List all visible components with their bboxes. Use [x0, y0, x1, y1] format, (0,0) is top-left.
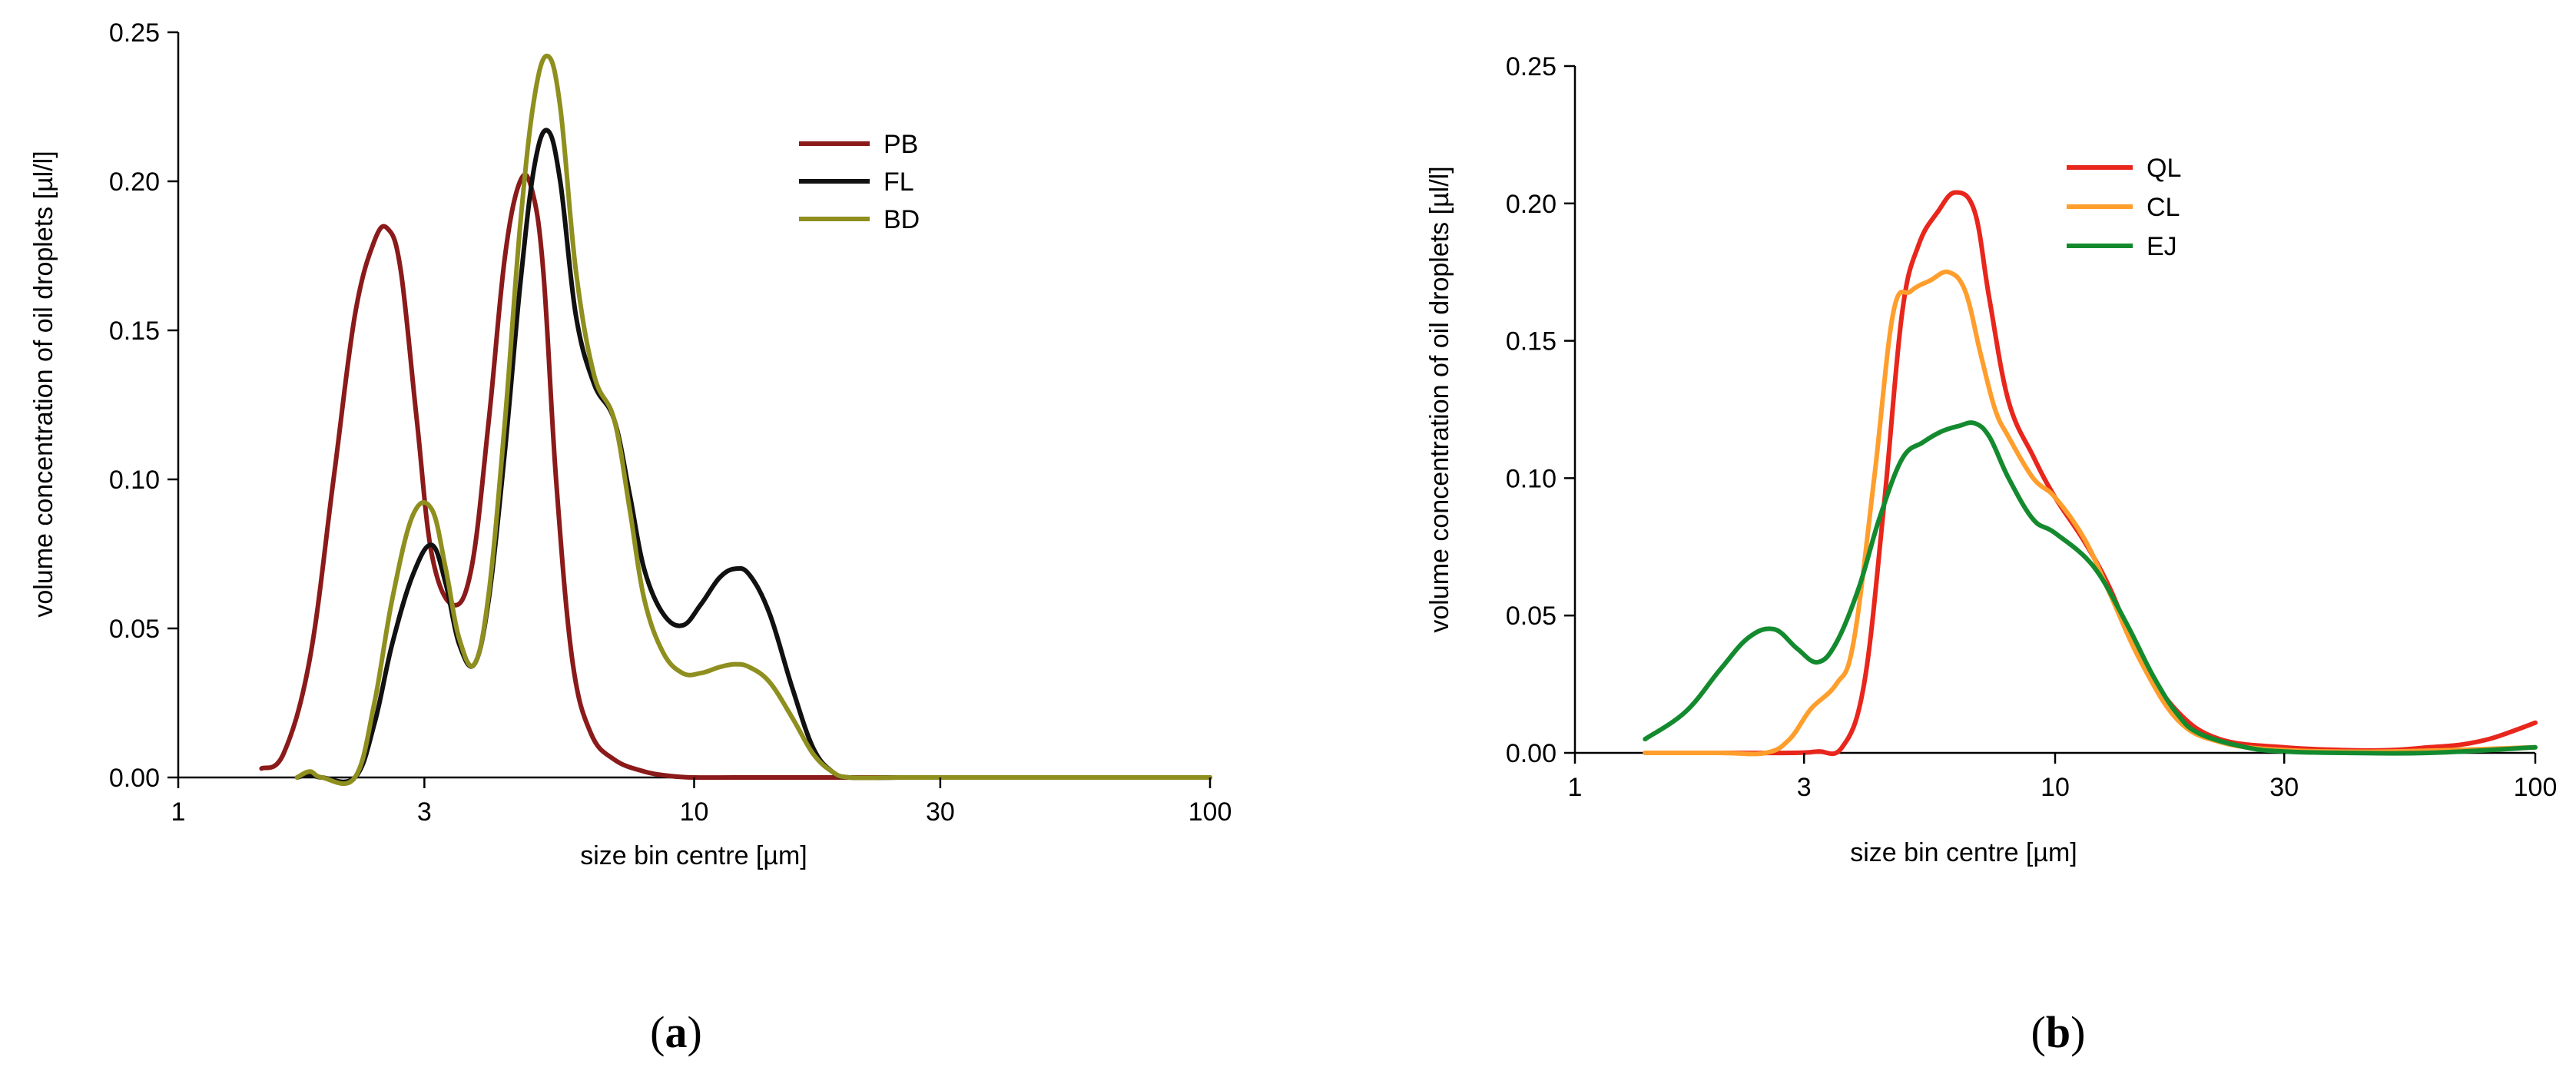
- series-line-ql: [1643, 190, 2538, 757]
- panel-caption-b: (b): [2031, 1007, 2086, 1057]
- x-tick-label-a: 3: [417, 797, 432, 827]
- y-tick-label-b: 0.05: [1506, 602, 1557, 631]
- x-tick-label-a: 1: [171, 797, 186, 827]
- y-axis-title-a: volume concentration of oil droplets [µl…: [29, 151, 58, 617]
- series-line-cl: [1643, 269, 2538, 757]
- x-tick-label-a: 10: [680, 797, 709, 827]
- legend-b: QL CL EJ: [2067, 154, 2181, 261]
- y-tick-label-a: 0.05: [109, 615, 160, 644]
- y-tick-label-a: 0.25: [109, 18, 160, 48]
- x-tick-label-b: 3: [1797, 773, 1812, 802]
- series-line-bd: [294, 53, 1212, 787]
- y-tick-label-b: 0.15: [1506, 327, 1557, 356]
- legend-label-ej: EJ: [2147, 232, 2177, 261]
- x-tick-label-a: 30: [926, 797, 955, 827]
- x-tick-label-b: 30: [2269, 773, 2299, 802]
- plot-area-a: [177, 32, 1212, 787]
- x-tick-label-a: 100: [1189, 797, 1232, 827]
- axis-ticks-a: 1 3 10 30 100 0.00 0.05 0.10 0.15 0.20 0.25: [109, 18, 1232, 827]
- series-line-fl: [294, 128, 1212, 784]
- series-line-pb: [259, 172, 1212, 781]
- series-line-ej: [1643, 420, 2538, 756]
- panel-letter-a: a: [665, 1007, 688, 1057]
- y-axis-title-b: volume concentration of oil droplets [µl…: [1425, 166, 1454, 632]
- y-tick-label-b: 0.20: [1506, 190, 1557, 219]
- legend-label-ql: QL: [2147, 154, 2181, 183]
- y-tick-label-b: 0.00: [1506, 739, 1557, 768]
- y-tick-label-a: 0.10: [109, 466, 160, 495]
- legend-label-cl: CL: [2147, 193, 2180, 222]
- x-axis-title-a: size bin centre [µm]: [580, 841, 807, 870]
- chart-panel-b: 1 3 10 30 100 0.00 0.05 0.10 0.15 0.20 0.25 size b…: [1425, 52, 2557, 1057]
- panel-letter-b: b: [2046, 1007, 2070, 1057]
- y-tick-label-a: 0.00: [109, 764, 160, 793]
- x-tick-label-b: 100: [2514, 773, 2558, 802]
- x-axis-title-b: size bin centre [µm]: [1850, 838, 2077, 867]
- y-tick-label-a: 0.20: [109, 167, 160, 197]
- legend-a: PB FL BD: [799, 130, 920, 234]
- legend-label-bd: BD: [884, 205, 920, 234]
- y-tick-label-a: 0.15: [109, 317, 160, 346]
- y-tick-label-b: 0.25: [1506, 52, 1557, 81]
- legend-label-pb: PB: [884, 130, 918, 159]
- axis-ticks-b: 1 3 10 30 100 0.00 0.05 0.10 0.15 0.20 0.25: [1506, 52, 2558, 802]
- y-tick-label-b: 0.10: [1506, 464, 1557, 493]
- chart-panel-a: 1 3 10 30 100 0.00 0.05 0.10 0.15 0.20 0.25 size b…: [29, 18, 1232, 1057]
- panel-caption-a: (a): [650, 1007, 702, 1057]
- x-tick-label-b: 1: [1568, 773, 1583, 802]
- legend-label-fl: FL: [884, 167, 914, 197]
- x-tick-label-b: 10: [2041, 773, 2070, 802]
- plot-area-b: [1573, 66, 2538, 757]
